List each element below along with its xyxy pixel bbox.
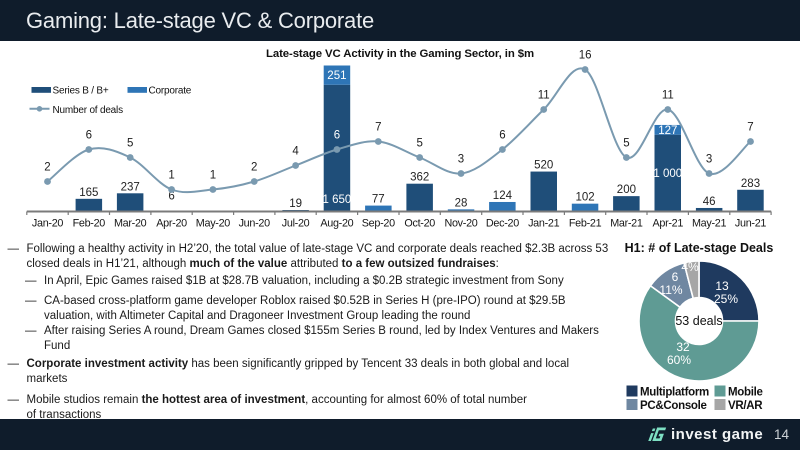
svg-text:46: 46 <box>703 196 716 208</box>
svg-text:77: 77 <box>372 194 385 206</box>
svg-text:4%: 4% <box>681 260 699 274</box>
svg-text:Sep-20: Sep-20 <box>362 218 395 230</box>
svg-text:19: 19 <box>289 198 302 210</box>
svg-text:H1: # of Late-stage Deals: H1: # of Late-stage Deals <box>625 241 774 255</box>
svg-text:520: 520 <box>534 160 553 172</box>
svg-text:11%: 11% <box>659 283 682 297</box>
svg-text:Nov-20: Nov-20 <box>444 218 477 230</box>
svg-text:6: 6 <box>86 130 92 142</box>
svg-text:6: 6 <box>168 191 174 203</box>
svg-text:May-21: May-21 <box>692 218 726 230</box>
svg-text:25%: 25% <box>714 292 738 306</box>
svg-text:Multiplatform: Multiplatform <box>640 387 709 399</box>
svg-text:PC&Console: PC&Console <box>640 400 707 412</box>
svg-text:5: 5 <box>416 138 422 150</box>
svg-text:Mobile: Mobile <box>728 387 763 399</box>
svg-text:Oct-20: Oct-20 <box>404 218 435 230</box>
svg-text:251: 251 <box>327 70 346 82</box>
svg-text:1 650: 1 650 <box>323 194 352 206</box>
svg-text:Jan-21: Jan-21 <box>528 218 560 230</box>
svg-text:Late-stage VC Activity in the: Late-stage VC Activity in the Gaming Sec… <box>266 48 534 60</box>
svg-text:6: 6 <box>499 130 505 142</box>
svg-text:6: 6 <box>334 130 340 142</box>
svg-text:28: 28 <box>455 197 468 209</box>
svg-text:Feb-21: Feb-21 <box>569 218 602 230</box>
svg-text:13: 13 <box>715 279 729 293</box>
svg-text:2: 2 <box>44 162 50 174</box>
svg-text:3: 3 <box>706 154 712 166</box>
svg-text:7: 7 <box>375 122 381 134</box>
svg-text:Apr-20: Apr-20 <box>156 218 187 230</box>
svg-text:200: 200 <box>617 184 636 196</box>
svg-text:362: 362 <box>410 172 429 184</box>
svg-text:Series B / B+: Series B / B+ <box>53 86 109 97</box>
svg-text:Feb-20: Feb-20 <box>73 218 106 230</box>
svg-text:283: 283 <box>741 178 760 190</box>
svg-text:165: 165 <box>79 187 98 199</box>
svg-text:11: 11 <box>538 90 550 102</box>
svg-text:Mar-21: Mar-21 <box>610 218 643 230</box>
svg-text:53 deals: 53 deals <box>675 314 722 328</box>
svg-text:Corporate: Corporate <box>149 86 192 97</box>
svg-text:4: 4 <box>292 146 299 158</box>
svg-text:124: 124 <box>493 190 513 202</box>
svg-text:Jan-20: Jan-20 <box>32 218 64 230</box>
svg-text:102: 102 <box>576 192 595 204</box>
svg-text:3: 3 <box>458 154 464 166</box>
svg-text:1 000: 1 000 <box>653 168 682 180</box>
svg-text:6: 6 <box>672 270 679 284</box>
svg-text:Jun-21: Jun-21 <box>735 218 767 230</box>
svg-text:Dec-20: Dec-20 <box>486 218 519 230</box>
svg-text:5: 5 <box>127 138 133 150</box>
svg-text:VR/AR: VR/AR <box>728 400 763 412</box>
svg-text:2: 2 <box>251 162 257 174</box>
svg-text:5: 5 <box>623 138 629 150</box>
svg-text:7: 7 <box>747 122 753 134</box>
svg-text:1: 1 <box>210 170 216 182</box>
svg-text:16: 16 <box>579 50 592 62</box>
svg-text:60%: 60% <box>667 353 691 367</box>
svg-text:32: 32 <box>676 340 690 354</box>
svg-text:Number of deals: Number of deals <box>53 105 124 116</box>
svg-text:Mar-20: Mar-20 <box>114 218 147 230</box>
svg-text:Apr-21: Apr-21 <box>652 218 683 230</box>
svg-text:Jul-20: Jul-20 <box>282 218 310 230</box>
svg-text:Aug-20: Aug-20 <box>320 218 353 230</box>
svg-text:11: 11 <box>662 90 674 102</box>
svg-text:Jun-20: Jun-20 <box>239 218 271 230</box>
svg-text:1: 1 <box>168 170 174 182</box>
svg-text:invest game: invest game <box>671 426 763 443</box>
svg-text:May-20: May-20 <box>196 218 230 230</box>
svg-text:14: 14 <box>774 427 790 442</box>
svg-text:127: 127 <box>658 125 677 137</box>
svg-text:237: 237 <box>121 181 140 193</box>
